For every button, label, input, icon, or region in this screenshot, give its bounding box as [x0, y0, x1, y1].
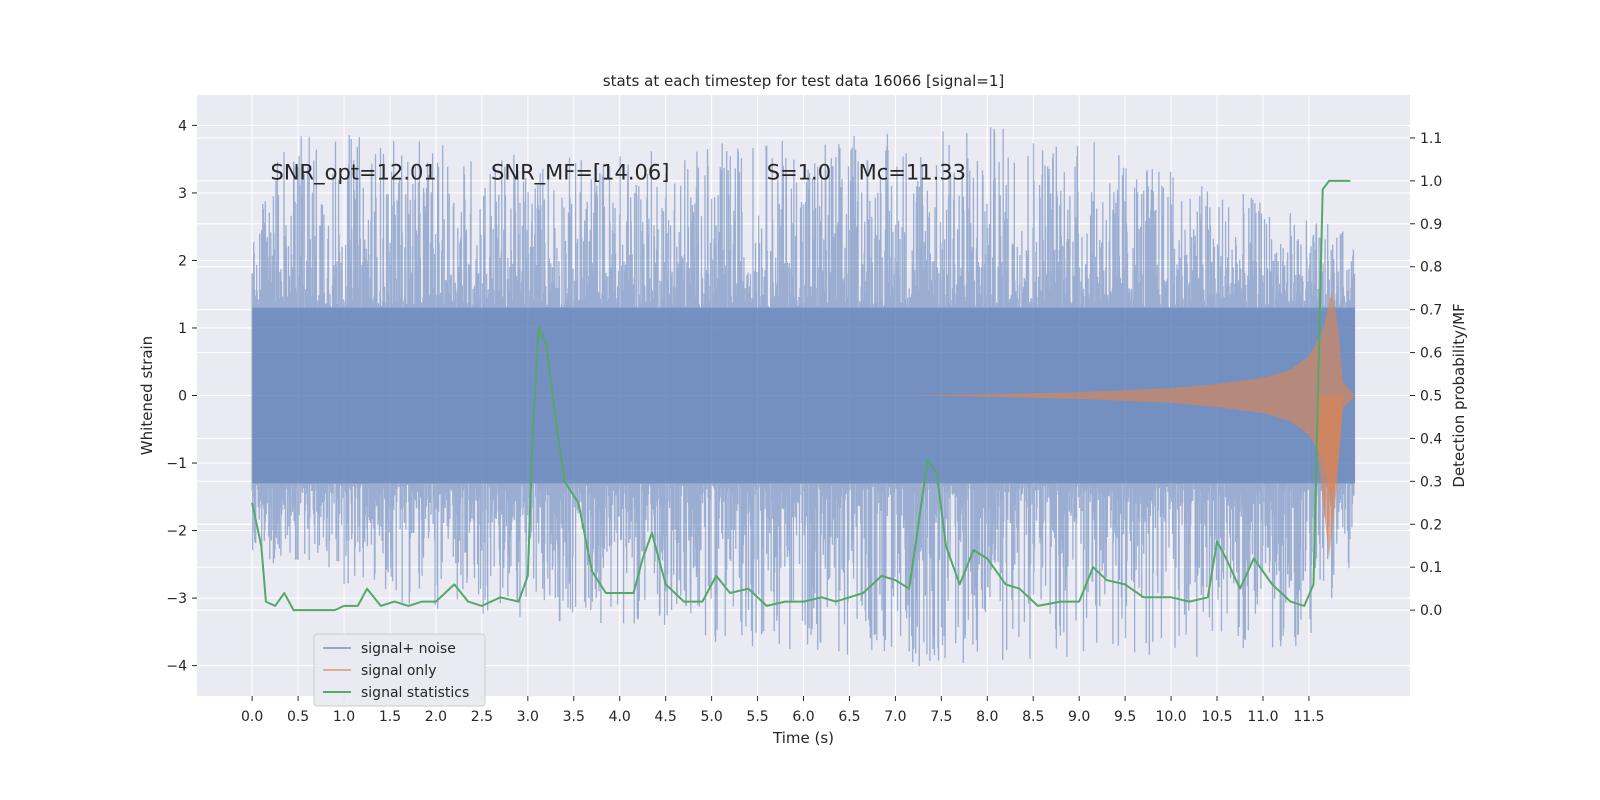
axes: 0.0 0.5 1.0 1.5 2.0 2.5 3.0 3.5 4.0 4.5 5.0 5.5 6.0 6…	[166, 118, 1442, 725]
signal-noise-series	[251, 127, 1356, 667]
x-tick-label: 1.0	[333, 709, 355, 725]
y-tick-label-right: 0.9	[1420, 217, 1442, 233]
y-axis-label-right: Detection probability/MF	[1450, 303, 1468, 487]
y-tick-label: −2	[166, 524, 187, 540]
x-tick-label: 10.5	[1201, 709, 1232, 725]
x-tick-label: 6.0	[792, 709, 814, 725]
y-tick-label: 2	[178, 253, 187, 269]
chart-title: stats at each timestep for test data 160…	[603, 72, 1004, 90]
y-tick-label: 3	[178, 186, 187, 202]
legend: signal+ noise signal only signal statistic…	[313, 633, 486, 707]
x-tick-label: 9.0	[1068, 709, 1090, 725]
y-tick-label-right: 1.0	[1420, 174, 1442, 190]
y-tick-label-right: 0.7	[1420, 303, 1442, 319]
annotations: SNR_opt=12.01 SNR_MF=[14.06] S=1.0 Mc=11.33	[271, 160, 967, 185]
x-tick-label: 3.5	[563, 709, 585, 725]
y-tick-label: 0	[178, 389, 187, 405]
signal-only-series	[913, 290, 1355, 501]
x-tick-label: 8.0	[976, 709, 998, 725]
y-tick-label-right: 0.2	[1420, 517, 1442, 533]
x-tick-label: 10.0	[1155, 709, 1186, 725]
y-tick-label-right: 0.0	[1420, 603, 1442, 619]
y-tick-label: −3	[166, 591, 187, 607]
x-tick-label: 2.0	[425, 709, 447, 725]
x-tick-label: 2.5	[471, 709, 493, 725]
x-axis-label: Time (s)	[772, 729, 834, 747]
signal-only-tail	[1318, 395, 1343, 558]
x-tick-label: 5.0	[700, 709, 722, 725]
x-tick-label: 4.5	[655, 709, 677, 725]
series-layer	[251, 127, 1356, 667]
annotation: SNR_opt=12.01	[271, 160, 437, 185]
x-tick-label: 11.0	[1247, 709, 1278, 725]
y-tick-label: −4	[166, 659, 187, 675]
x-tick-label: 1.5	[379, 709, 401, 725]
y-tick-label: −1	[166, 456, 187, 472]
x-tick-label: 8.5	[1022, 709, 1044, 725]
annotation: SNR_MF=[14.06]	[491, 160, 669, 185]
y-tick-label-right: 0.6	[1420, 346, 1442, 362]
y-tick-label-right: 0.1	[1420, 560, 1442, 576]
y-tick-label-right: 0.8	[1420, 260, 1442, 276]
y-tick-label-right: 1.1	[1420, 131, 1442, 147]
x-tick-label: 5.5	[746, 709, 768, 725]
x-tick-label: 7.0	[884, 709, 906, 725]
legend-frame	[313, 633, 486, 707]
y-tick-label: 1	[178, 321, 187, 337]
y-tick-label-right: 0.3	[1420, 474, 1442, 490]
y-tick-label-right: 0.4	[1420, 431, 1442, 447]
y-tick-label: 4	[178, 118, 187, 134]
x-tick-label: 0.0	[241, 709, 263, 725]
x-tick-label: 7.5	[930, 709, 952, 725]
x-tick-label: 9.5	[1114, 709, 1136, 725]
legend-entry: signal statistics	[361, 685, 469, 701]
x-tick-label: 4.0	[609, 709, 631, 725]
x-tick-label: 0.5	[287, 709, 309, 725]
annotation: Mc=11.33	[859, 160, 966, 184]
signal-statistics-series	[251, 179, 1351, 612]
y-tick-label-right: 0.5	[1420, 389, 1442, 405]
legend-entry: signal+ noise	[361, 641, 456, 657]
legend-entry: signal only	[361, 663, 436, 679]
x-tick-label: 3.0	[517, 709, 539, 725]
annotation: S=1.0	[767, 160, 831, 184]
x-tick-label: 11.5	[1293, 709, 1324, 725]
y-axis-label: Whitened strain	[138, 336, 156, 455]
x-tick-label: 6.5	[838, 709, 860, 725]
